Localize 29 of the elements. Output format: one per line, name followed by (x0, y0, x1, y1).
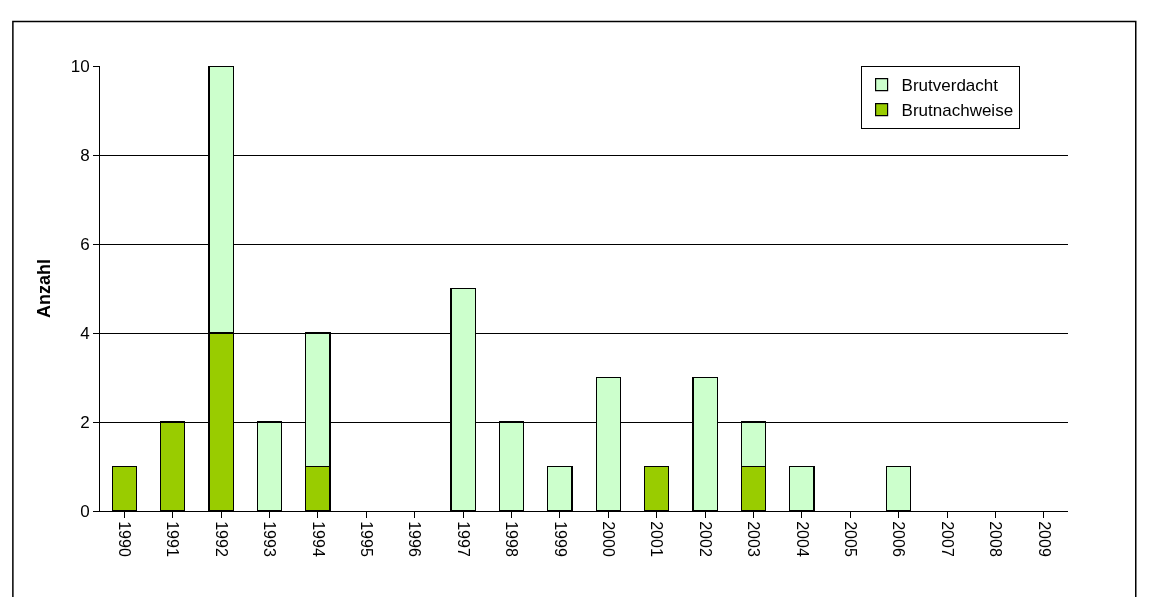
y-tick-label: 2 (80, 412, 90, 432)
legend-label: Brutnachweise (901, 101, 1014, 121)
x-tick-label: 2000 (600, 521, 617, 557)
x-tick-label: 2001 (648, 521, 666, 557)
x-tick-label: 2004 (793, 521, 811, 557)
y-tick-label: 10 (70, 56, 90, 76)
y-axis-title: Anzahl (33, 258, 54, 319)
legend-label: Brutverdacht (901, 76, 999, 96)
x-tick-label: 2008 (987, 521, 1005, 557)
x-tick-label: 2009 (1035, 521, 1053, 557)
y-tick-label: 4 (80, 323, 90, 343)
x-tick-label: 1990 (116, 521, 133, 557)
x-tick-label: 1999 (551, 521, 569, 557)
x-tick-label: 1991 (164, 521, 182, 557)
x-tick-label: 2003 (745, 521, 763, 557)
x-tick-label: 1994 (309, 521, 327, 557)
x-tick-label: 2002 (696, 521, 714, 557)
x-tick-label: 1992 (212, 521, 230, 557)
y-tick-label: 8 (80, 145, 90, 165)
x-tick-label: 2007 (938, 521, 956, 557)
y-tick-label: 6 (80, 234, 90, 254)
x-tick-label: 2005 (842, 521, 859, 557)
y-tick-label: 0 (80, 501, 90, 521)
x-tick-label: 1996 (406, 521, 424, 557)
x-tick-label: 1995 (358, 521, 375, 557)
x-tick-label: 1997 (454, 521, 472, 557)
x-tick-label: 1993 (261, 521, 279, 557)
x-tick-label: 1998 (503, 521, 521, 557)
x-tick-label: 2006 (890, 521, 908, 557)
